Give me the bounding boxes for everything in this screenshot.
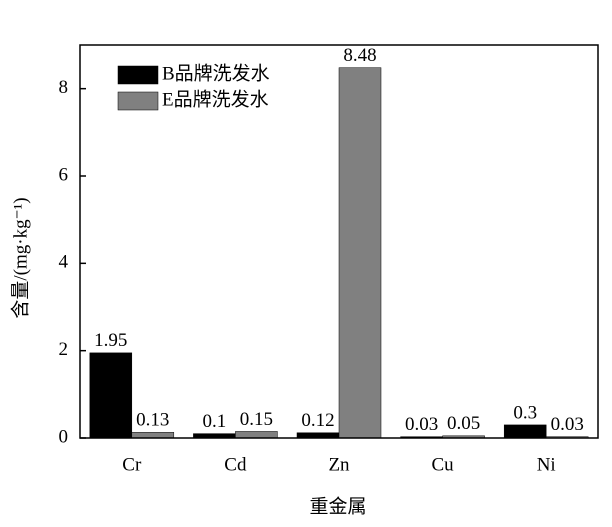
value-label: 0.03 [405,414,438,435]
value-label: 0.12 [301,410,334,431]
x-tick-label: Ni [537,454,556,475]
value-label: 0.15 [240,409,273,430]
legend-label: B品牌洗发水 [162,62,270,84]
value-label: 0.3 [513,402,537,423]
value-label: 1.95 [94,330,127,351]
legend-swatch [117,65,159,85]
legend-swatch [117,91,159,111]
y-tick-label: 6 [59,164,69,185]
x-tick-label: Cu [432,454,455,475]
plot-frame [79,44,599,439]
bar [235,431,278,439]
y-tick-label: 2 [59,339,69,360]
x-tick-label: Cr [122,454,142,475]
bar [131,432,175,439]
y-tick-label: 4 [59,252,69,273]
legend-label: E品牌洗发水 [162,88,269,110]
bar [89,352,133,439]
x-axis-label: 重金属 [309,495,366,517]
bar [503,424,547,439]
value-label: 0.13 [136,410,169,431]
value-label: 0.05 [447,413,480,434]
x-tick-label: Cd [224,454,247,475]
bar [338,67,382,439]
x-tick-label: Zn [328,454,350,475]
value-label: 8.48 [343,45,376,66]
y-tick-label: 8 [59,77,69,98]
y-tick-label: 0 [59,426,69,447]
value-label: 0.1 [203,411,227,432]
y-axis-label: 含量/(mg·kg⁻¹) [9,197,31,318]
value-label: 0.03 [551,414,584,435]
bar [296,432,340,439]
